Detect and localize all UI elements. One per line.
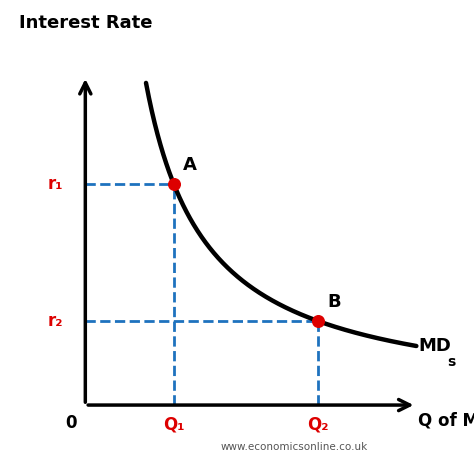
Text: s: s	[447, 355, 456, 369]
Text: B: B	[327, 293, 341, 311]
Text: Q of Money: Q of Money	[419, 412, 474, 430]
Text: r₁: r₁	[47, 175, 63, 193]
Text: www.economicsonline.co.uk: www.economicsonline.co.uk	[220, 442, 367, 452]
Text: r₂: r₂	[47, 312, 63, 330]
Text: Q₂: Q₂	[308, 416, 329, 434]
Point	[170, 180, 177, 187]
Text: A: A	[182, 156, 196, 174]
Text: Q₁: Q₁	[163, 416, 184, 434]
Text: Interest Rate: Interest Rate	[19, 14, 153, 32]
Point	[314, 317, 322, 325]
Text: MD: MD	[419, 337, 451, 355]
Text: 0: 0	[65, 414, 77, 432]
